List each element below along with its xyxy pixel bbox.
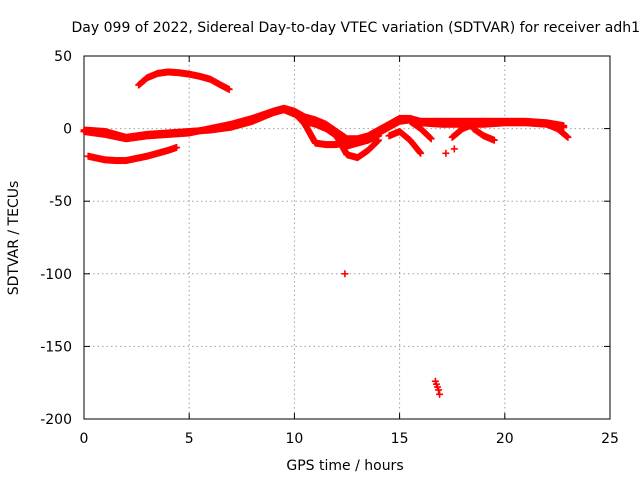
x-tick-label: 15 <box>391 431 409 447</box>
chart-title: Day 099 of 2022, Sidereal Day-to-day VTE… <box>72 20 640 36</box>
data-point <box>224 85 232 93</box>
plot-frame <box>83 55 611 420</box>
grid <box>84 56 610 419</box>
data-point <box>341 270 349 278</box>
data-point <box>563 133 571 141</box>
y-axis-label: SDTVAR / TECUs <box>6 181 22 296</box>
x-tick-label: 0 <box>80 431 89 447</box>
data-point <box>450 145 458 153</box>
data-point <box>468 121 476 129</box>
x-tick-label: 5 <box>185 431 194 447</box>
data-point <box>436 390 444 398</box>
x-tick-label: 10 <box>285 431 303 447</box>
data-point <box>559 122 567 130</box>
y-tick-label: 50 <box>54 49 72 65</box>
y-tick-label: -150 <box>40 339 72 355</box>
y-tick-label: 0 <box>63 122 72 138</box>
tick-labels: 0 5 10 15 20 25 -200 -150 -100 -50 0 50 <box>40 49 619 447</box>
data-point <box>435 386 443 394</box>
x-tick-label: 20 <box>496 431 514 447</box>
y-tick-label: -100 <box>40 267 72 283</box>
axis-ticks <box>83 55 611 420</box>
x-axis-label: GPS time / hours <box>286 458 403 474</box>
data-point <box>442 149 450 157</box>
data-point <box>489 136 497 144</box>
y-tick-label: -50 <box>49 194 72 210</box>
y-tick-label: -200 <box>40 412 72 428</box>
x-tick-label: 25 <box>601 431 619 447</box>
data-point <box>172 144 180 152</box>
data-points <box>80 68 572 398</box>
data-point <box>416 148 424 156</box>
data-point <box>426 134 434 142</box>
data-point <box>374 132 382 140</box>
